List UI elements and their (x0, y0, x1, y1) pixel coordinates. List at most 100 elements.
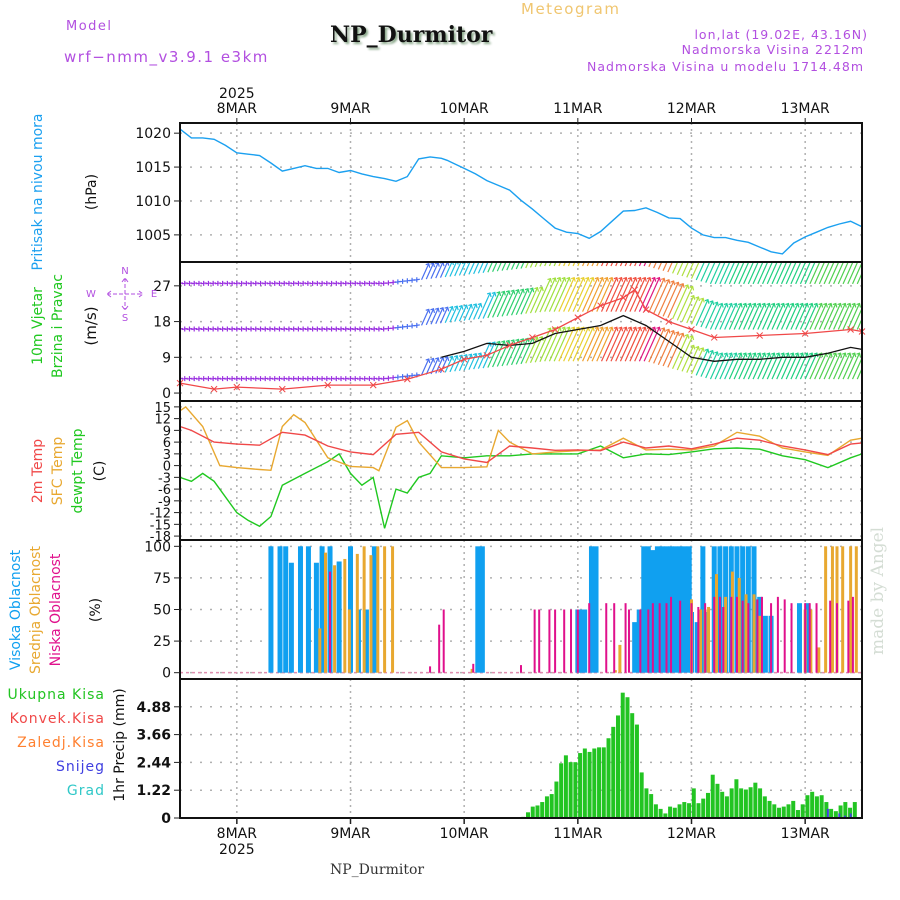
cloud-low-bar (741, 600, 744, 673)
cloud-mid-axis-title: Srednja Oblacnost (28, 546, 44, 674)
wind-barb (553, 326, 572, 362)
y-tick-label: -15 (150, 518, 171, 533)
wind-barb (281, 326, 288, 332)
precip-bar (843, 802, 848, 818)
wind-barb (515, 262, 521, 270)
wind-barb (473, 302, 483, 320)
wind-barb (799, 302, 814, 330)
wind-barb (624, 262, 628, 267)
wind-barb (828, 352, 843, 380)
wind-barb (705, 351, 719, 379)
wind-barb (323, 376, 330, 382)
wind-barb (851, 262, 862, 285)
wind-barb (257, 376, 264, 382)
cloud-high-bar (654, 546, 660, 673)
wind-barb (309, 326, 316, 332)
wind-barb (667, 332, 685, 368)
cloud-high-bar (313, 562, 319, 673)
precip-bar (724, 796, 729, 818)
gust-marker (324, 381, 332, 389)
wind-barb (700, 349, 715, 377)
wind-barb (214, 280, 221, 286)
wind-barb (276, 326, 283, 332)
wind-barb (191, 280, 198, 286)
wind-barb (837, 352, 852, 380)
gust-marker (710, 334, 718, 341)
watermark: made by Angel (868, 526, 888, 655)
precip-bar (743, 789, 748, 818)
wind-barb (252, 376, 259, 382)
wind-barb (842, 302, 857, 330)
wind-barb (487, 262, 494, 273)
wind-barb (257, 280, 264, 286)
wind-barb (420, 308, 431, 326)
cloud-mid-bar (391, 546, 395, 673)
wind-barb (233, 280, 240, 286)
wind-barb (743, 302, 757, 330)
y-tick-label: 100 (144, 539, 171, 555)
wind-barb (285, 280, 293, 286)
wind-barb (295, 280, 302, 286)
cloud-high-bar (305, 546, 311, 673)
precip-bar (549, 794, 554, 818)
cloud-low-bar (563, 609, 566, 673)
wind-barb (558, 276, 576, 312)
wind-barb (709, 352, 724, 380)
wind-barb (186, 280, 193, 286)
bottom-day-label: 9MAR (330, 826, 371, 842)
cloud-high-bar (762, 615, 768, 673)
gust-marker (529, 334, 536, 341)
wind-barb (638, 276, 657, 312)
wind-barb (747, 302, 762, 330)
precip-bar (810, 791, 815, 818)
cloud-high-bar (686, 546, 692, 673)
precip-bar (739, 788, 744, 818)
wind-barb (657, 280, 676, 316)
wind-barb (818, 352, 833, 380)
precip-bar (715, 783, 720, 818)
cloud-mid-bar (362, 546, 366, 673)
cloud-low-bar (639, 609, 642, 673)
wind-barb (709, 302, 724, 330)
precip-bar (838, 805, 843, 818)
temp-2m-line (179, 425, 863, 464)
cloud-low-bar (713, 596, 716, 673)
wind-barb (615, 262, 619, 267)
cloud-low-bar (730, 596, 733, 673)
precip-bar (691, 788, 696, 818)
footer-station-label: NP_Durmitor (330, 862, 425, 878)
precip-bar (563, 755, 568, 818)
wind-barb (492, 290, 506, 318)
product-label: Meteogram (521, 0, 621, 18)
wind-barb (842, 352, 857, 380)
cloud-mid-bar (744, 594, 748, 673)
wind-barb (582, 276, 600, 312)
wind-barb (347, 376, 354, 382)
precip-bar (554, 781, 559, 818)
wind-barb (856, 271, 862, 285)
y-tick-label: -9 (158, 495, 171, 510)
cloud-low-bar (329, 571, 332, 673)
wind-barb (328, 376, 335, 382)
precip-bar (767, 800, 772, 818)
wind-barb (605, 276, 624, 312)
cloud-low-bar (438, 624, 441, 673)
precip-bar (786, 804, 791, 818)
cloud-high-bar (588, 546, 594, 673)
wind-barb (257, 326, 264, 332)
wind-barb (667, 262, 674, 273)
gust-marker (278, 385, 286, 393)
wind-barb (468, 303, 478, 321)
wind-barb (252, 326, 259, 332)
wind-barb (548, 262, 552, 267)
wind-barb (318, 280, 326, 286)
wind-barb (337, 326, 345, 332)
cloud-low-bar (790, 603, 793, 673)
wind-barb (724, 302, 738, 330)
precip-legend-item: Ukupna Kisa (7, 687, 105, 703)
elevation-label: Nadmorska Visina 2212m (681, 42, 864, 57)
wind-barb (506, 289, 521, 317)
cloud-mid-bar (752, 594, 756, 673)
cloud-mid-bar (809, 609, 813, 673)
gust-marker (847, 326, 854, 333)
